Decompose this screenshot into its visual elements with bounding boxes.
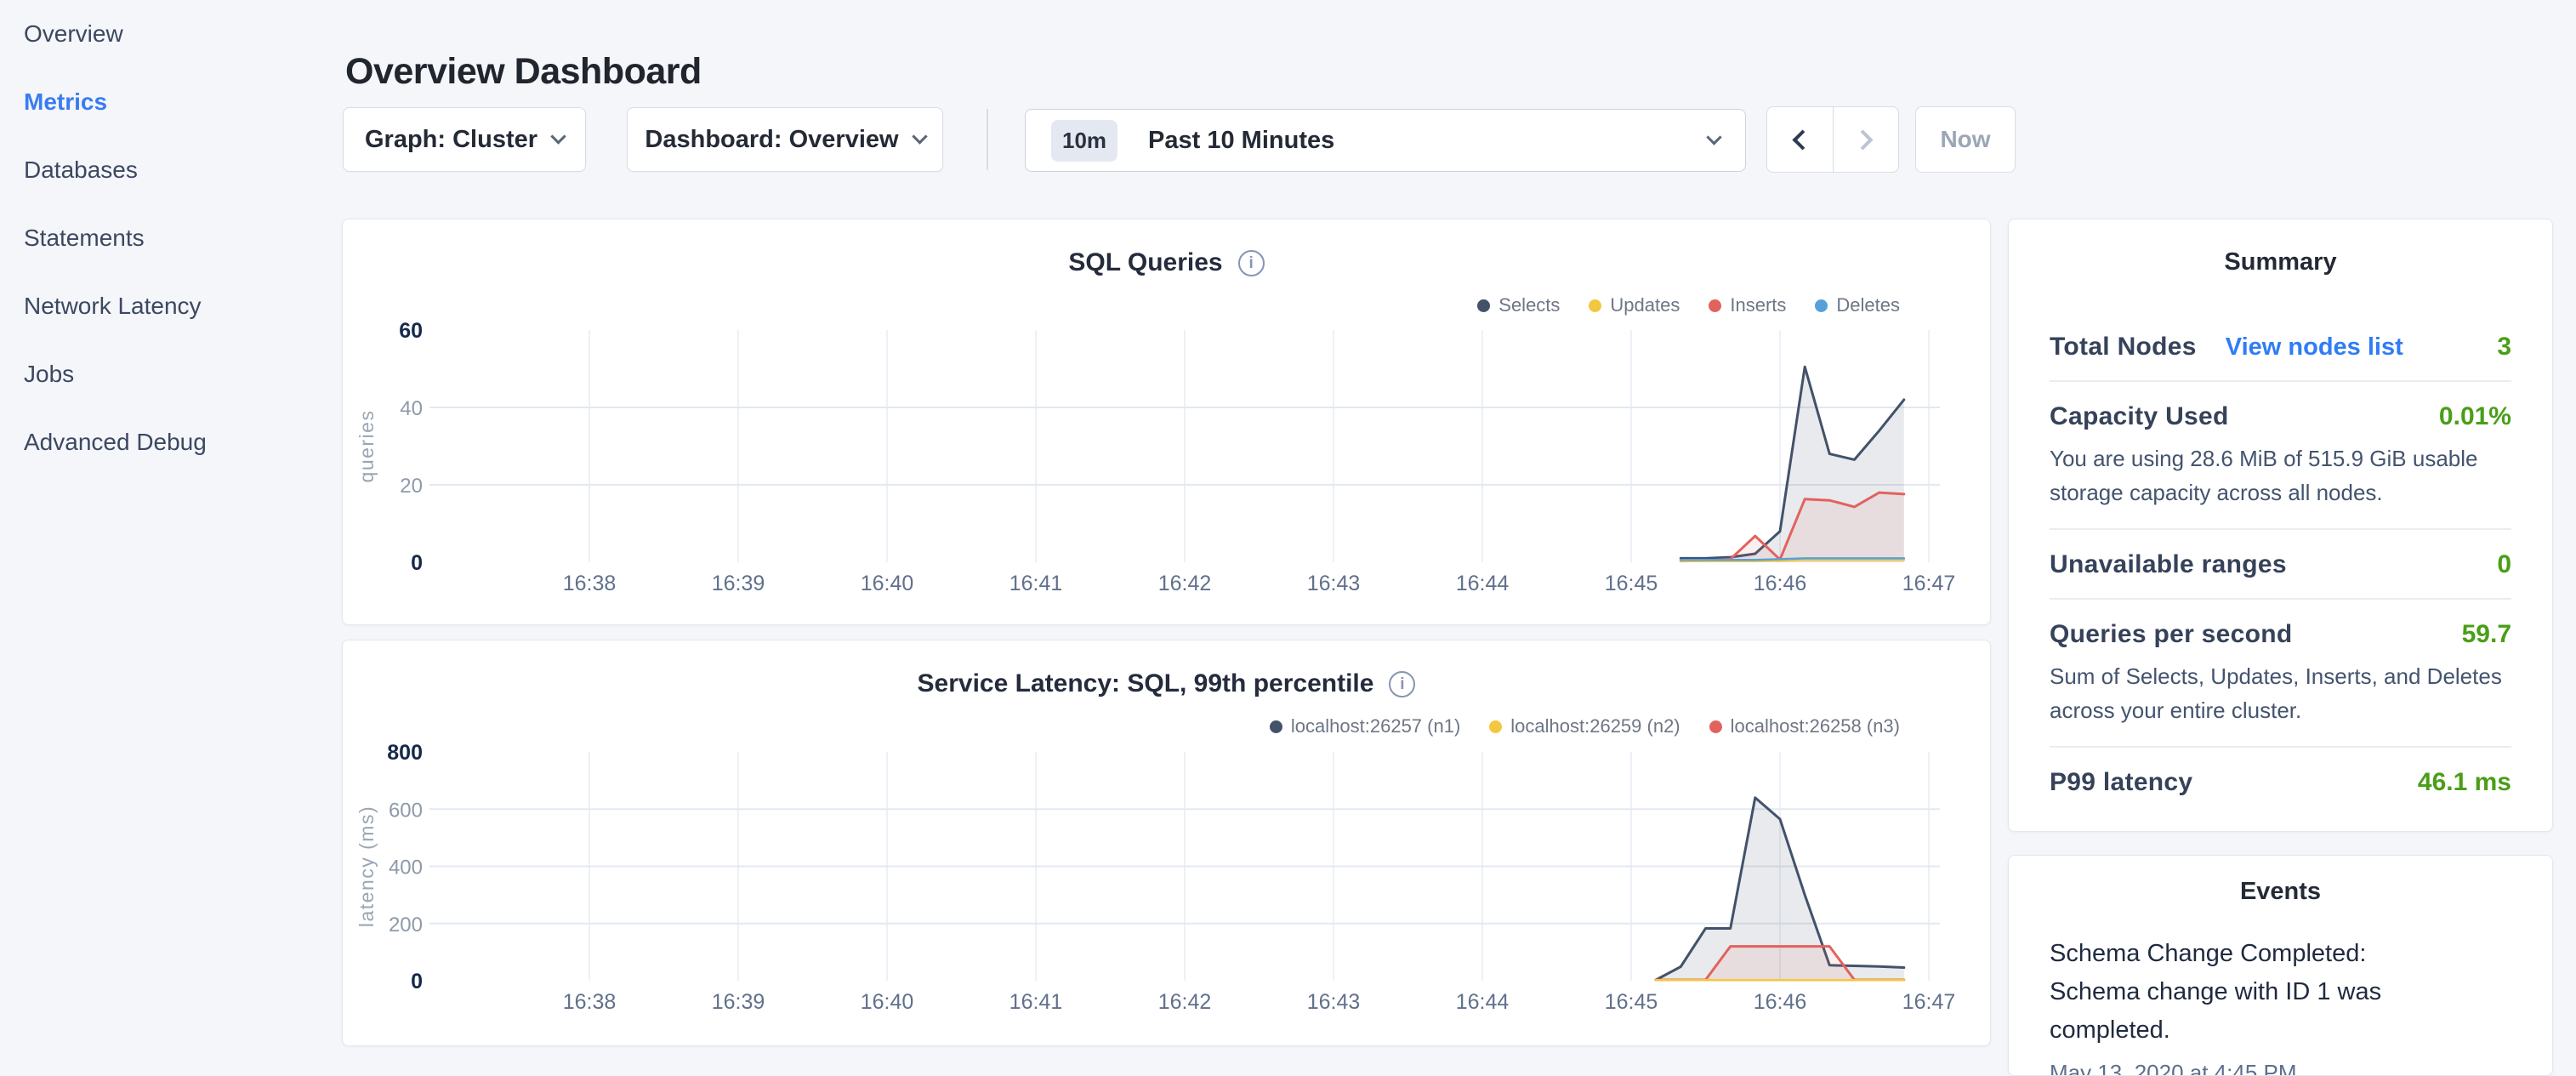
- svg-text:16:46: 16:46: [1754, 572, 1807, 595]
- event-item[interactable]: Schema Change Completed: Schema change w…: [2050, 935, 2511, 1076]
- summary-panel: Summary Total Nodes View nodes list 3 Capac…: [2008, 219, 2553, 832]
- event-text: Schema Change Completed: Schema change w…: [2050, 935, 2449, 1050]
- page-title: Overview Dashboard: [345, 52, 702, 91]
- summary-row-description: You are using 28.6 MiB of 515.9 GiB usab…: [2050, 441, 2511, 510]
- summary-row-unavailable-ranges: Unavailable ranges 0: [2050, 530, 2511, 600]
- svg-text:16:42: 16:42: [1158, 990, 1212, 1014]
- chevron-down-icon: [1706, 129, 1721, 145]
- sidebar: Overview Metrics Databases Statements Networ…: [0, 0, 340, 1051]
- svg-text:16:42: 16:42: [1158, 572, 1212, 595]
- summary-row-value: 0: [2497, 550, 2511, 579]
- summary-row-value: 59.7: [2462, 620, 2511, 649]
- now-button[interactable]: Now: [1915, 106, 2016, 173]
- summary-row-value: 0.01%: [2439, 402, 2511, 431]
- sidebar-item-statements[interactable]: Statements: [24, 225, 207, 251]
- chevron-down-icon: [912, 128, 927, 144]
- chevron-left-icon: [1792, 129, 1812, 150]
- summary-rows: Total Nodes View nodes list 3 Capacity Used…: [2050, 312, 2511, 816]
- svg-text:16:46: 16:46: [1754, 990, 1807, 1014]
- summary-row-p99-latency: P99 latency 46.1 ms: [2050, 748, 2511, 816]
- time-nav-arrows: [1766, 106, 1899, 173]
- svg-text:16:39: 16:39: [712, 572, 765, 595]
- events-panel: Events Schema Change Completed: Schema c…: [2008, 855, 2553, 1076]
- summary-row-capacity-used: Capacity Used 0.01% You are using 28.6 MiB…: [2050, 382, 2511, 530]
- toolbar-divider: [987, 109, 988, 170]
- sql-queries-chart[interactable]: 16:38 16:39 16:40 16:41 16:42 16:43 16:44 16:45…: [343, 219, 1990, 624]
- sidebar-nav: Overview Metrics Databases Statements Networ…: [24, 21, 207, 498]
- time-back-button[interactable]: [1767, 107, 1834, 172]
- summary-title: Summary: [2050, 219, 2511, 312]
- summary-row-label: Total Nodes: [2050, 333, 2197, 362]
- svg-text:16:43: 16:43: [1307, 572, 1361, 595]
- sidebar-item-overview[interactable]: Overview: [24, 21, 207, 47]
- svg-text:600: 600: [389, 799, 423, 822]
- sidebar-item-databases[interactable]: Databases: [24, 157, 207, 183]
- view-nodes-list-link[interactable]: View nodes list: [2226, 333, 2403, 362]
- summary-row-label: Queries per second: [2050, 620, 2293, 649]
- sidebar-item-network-latency[interactable]: Network Latency: [24, 293, 207, 319]
- summary-row-value: 3: [2497, 333, 2511, 362]
- svg-text:latency (ms): latency (ms): [355, 806, 378, 927]
- sidebar-item-metrics[interactable]: Metrics: [24, 89, 207, 115]
- sql-queries-chart-panel: SQL Queries SelectsUpdatesInsertsDeletes…: [342, 219, 1991, 625]
- graph-dropdown[interactable]: Graph: Cluster: [343, 107, 586, 172]
- svg-text:16:40: 16:40: [861, 572, 914, 595]
- chevron-down-icon: [550, 128, 566, 144]
- svg-text:16:38: 16:38: [563, 990, 617, 1014]
- svg-text:16:47: 16:47: [1902, 572, 1956, 595]
- event-timestamp: May 13, 2020 at 4:45 PM: [2050, 1060, 2511, 1076]
- summary-row-label: Capacity Used: [2050, 402, 2229, 431]
- svg-text:800: 800: [387, 741, 423, 765]
- summary-row-label: Unavailable ranges: [2050, 550, 2287, 579]
- time-range-label: Past 10 Minutes: [1148, 127, 1709, 155]
- time-range-selector[interactable]: 10m Past 10 Minutes: [1025, 109, 1746, 172]
- svg-text:16:43: 16:43: [1307, 990, 1361, 1014]
- svg-text:0: 0: [411, 551, 423, 575]
- dashboard-dropdown-label: Dashboard: Overview: [645, 126, 898, 154]
- svg-text:16:44: 16:44: [1456, 572, 1510, 595]
- svg-text:16:45: 16:45: [1605, 572, 1658, 595]
- svg-text:16:39: 16:39: [712, 990, 765, 1014]
- svg-text:16:41: 16:41: [1009, 990, 1063, 1014]
- summary-row-label: P99 latency: [2050, 768, 2192, 797]
- summary-row-description: Sum of Selects, Updates, Inserts, and De…: [2050, 659, 2511, 727]
- summary-row-queries-per-second: Queries per second 59.7 Sum of Selects, Up…: [2050, 600, 2511, 748]
- time-forward-button[interactable]: [1834, 107, 1899, 172]
- service-latency-chart-panel: Service Latency: SQL, 99th percentile lo…: [342, 640, 1991, 1046]
- events-title: Events: [2050, 856, 2511, 906]
- sidebar-item-jobs[interactable]: Jobs: [24, 362, 207, 387]
- svg-text:queries: queries: [355, 410, 378, 483]
- svg-text:16:44: 16:44: [1456, 990, 1510, 1014]
- sidebar-item-advanced-debug[interactable]: Advanced Debug: [24, 430, 207, 455]
- time-range-badge: 10m: [1051, 120, 1117, 162]
- graph-dropdown-label: Graph: Cluster: [365, 126, 537, 154]
- svg-text:16:38: 16:38: [563, 572, 617, 595]
- svg-text:0: 0: [411, 970, 423, 993]
- svg-text:16:47: 16:47: [1902, 990, 1956, 1014]
- svg-text:200: 200: [389, 914, 423, 937]
- svg-text:16:45: 16:45: [1605, 990, 1658, 1014]
- summary-row-total-nodes: Total Nodes View nodes list 3: [2050, 312, 2511, 382]
- svg-text:20: 20: [400, 475, 423, 498]
- svg-text:16:40: 16:40: [861, 990, 914, 1014]
- svg-text:60: 60: [399, 319, 423, 343]
- chevron-right-icon: [1853, 129, 1874, 150]
- svg-text:40: 40: [400, 397, 423, 420]
- dashboard-dropdown[interactable]: Dashboard: Overview: [627, 107, 943, 172]
- events-list: Schema Change Completed: Schema change w…: [2050, 935, 2511, 1076]
- service-latency-chart[interactable]: 16:38 16:39 16:40 16:41 16:42 16:43 16:44 16:45…: [343, 640, 1990, 1045]
- svg-text:16:41: 16:41: [1009, 572, 1063, 595]
- svg-text:400: 400: [389, 857, 423, 880]
- summary-row-value: 46.1 ms: [2418, 768, 2511, 797]
